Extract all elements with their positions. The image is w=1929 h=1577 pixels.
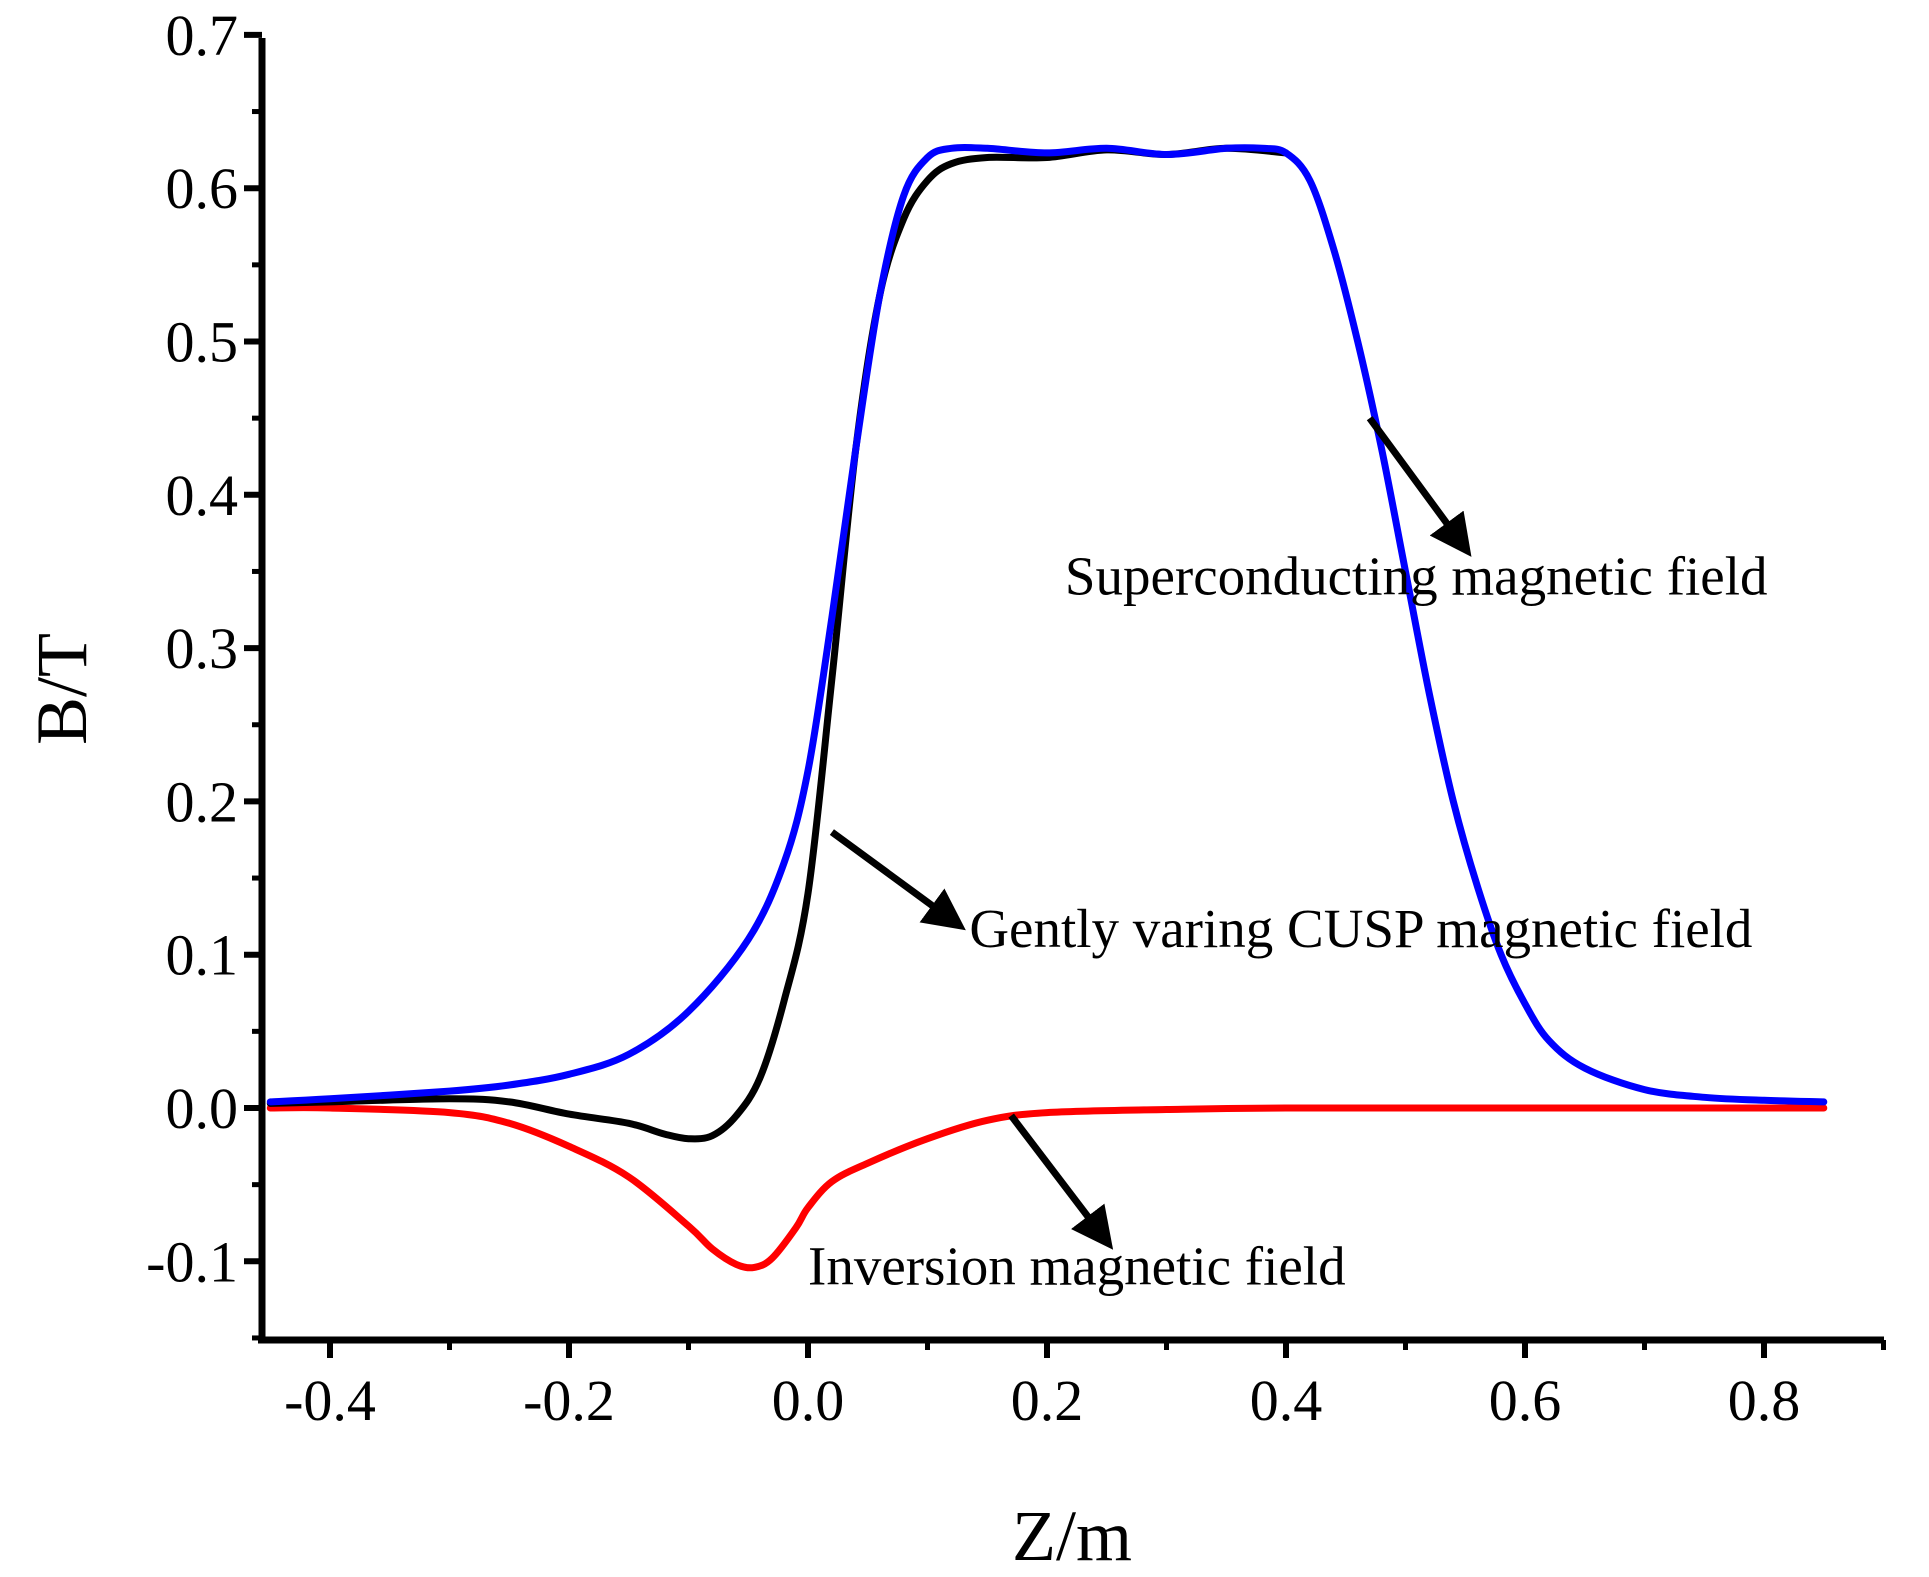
x-tick-label: 0.4 [1250, 1368, 1323, 1433]
anno-inversion-arrow [1008, 1113, 1114, 1250]
x-tick-label: 0.2 [1011, 1368, 1084, 1433]
anno-superconducting-arrow [1366, 416, 1472, 557]
x-ticks: -0.4 -0.2 0.0 0.2 0.4 0.6 0.8 [284, 1340, 1886, 1433]
annotations: Superconducting magnetic field Gently var… [808, 416, 1768, 1296]
y-tick-label: 0.4 [166, 463, 239, 528]
y-tick-label: -0.1 [146, 1229, 238, 1294]
x-tick-label: 0.8 [1728, 1368, 1801, 1433]
anno-superconducting-label: Superconducting magnetic field [1065, 545, 1768, 606]
series-line-inversion-magnetic-field [266, 1104, 1828, 1272]
y-tick-label: 0.0 [166, 1076, 239, 1141]
y-axis-title: B/T [22, 633, 102, 745]
anno-cusp-label: Gently varing CUSP magnetic field [969, 898, 1752, 959]
series-line-superconducting-magnetic-field [266, 143, 1828, 1106]
x-axis-title: Z/m [1012, 1496, 1132, 1576]
x-tick-label: 0.0 [772, 1368, 845, 1433]
y-tick-label: 0.3 [166, 616, 239, 681]
y-tick-label: 0.2 [166, 769, 239, 834]
x-tick-label: -0.4 [284, 1368, 376, 1433]
axes: -0.1 0.0 0.1 0.2 0.3 0.4 0.5 0.6 0.7 -0.4 -0.2 0.0… [146, 3, 1886, 1433]
y-tick-label: 0.6 [166, 156, 239, 221]
y-tick-label: 0.1 [166, 923, 239, 988]
y-tick-label: 0.7 [166, 3, 239, 68]
series-line-gently-varing-cusp-magnetic-field [266, 144, 1290, 1143]
plot-series [266, 143, 1828, 1272]
y-ticks: -0.1 0.0 0.1 0.2 0.3 0.4 0.5 0.6 0.7 [146, 3, 262, 1341]
anno-inversion-label: Inversion magnetic field [808, 1235, 1346, 1296]
x-tick-label: -0.2 [523, 1368, 615, 1433]
x-tick-label: 0.6 [1489, 1368, 1562, 1433]
anno-cusp-arrow [829, 829, 966, 931]
y-tick-label: 0.5 [166, 310, 239, 375]
